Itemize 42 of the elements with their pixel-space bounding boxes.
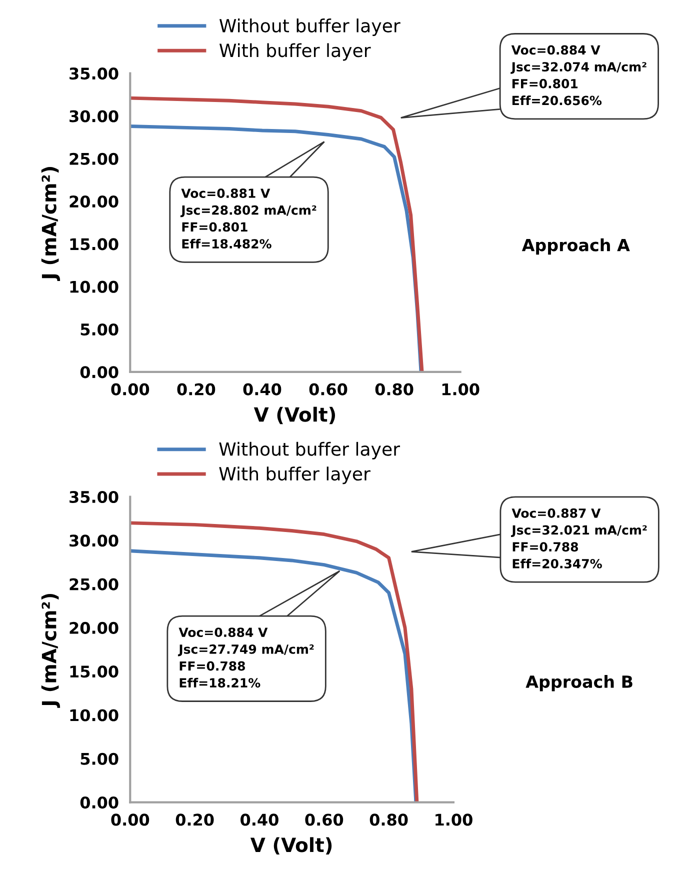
y-tick-label: 15.00 — [70, 666, 118, 678]
y-tick-label: 35.00 — [70, 68, 118, 80]
x-tick-label: 0.40 — [243, 383, 282, 396]
annotation: Voc=0.884 V Jsc=27.749 mA/cm² FF=0.788 Eff=18.21% — [178, 628, 314, 688]
y-tick-label: 20.00 — [70, 196, 118, 208]
y-tick-label: 10.00 — [70, 709, 118, 722]
y-tick-label: 5.00 — [80, 752, 118, 765]
y-tick-label: 5.00 — [80, 323, 118, 336]
x-tick-label: 0.60 — [309, 383, 348, 396]
x-tick-label: 0.60 — [305, 814, 344, 826]
text: Approach B — [526, 675, 632, 692]
x-tick-label: 1.00 — [436, 814, 472, 826]
y-tick-label: 30.00 — [70, 534, 118, 547]
x-tick-label: 0.20 — [177, 383, 216, 396]
legend-label: Without buffer layer — [219, 18, 400, 36]
legend-label: With buffer layer — [219, 466, 370, 484]
x-tick-label: 0.00 — [111, 814, 150, 826]
y-tick-label: 0.00 — [80, 796, 118, 809]
legend-label: With buffer layer — [219, 43, 371, 61]
x-tick-label: 0.00 — [111, 383, 150, 396]
x-tick-label: 0.40 — [240, 814, 278, 826]
y-tick-label: 0.00 — [80, 366, 118, 378]
text: Approach A — [522, 238, 630, 255]
text: Voc=0.884 V Jsc=32.074 mA/cm² FF=0.801 Eff=20.656% — [510, 45, 646, 106]
y-tick-label: 10.00 — [70, 280, 118, 293]
legend-label: Without buffer layer — [219, 442, 400, 460]
y-axis-title: J (mA/cm²) — [41, 594, 60, 708]
y-axis-title: J (mA/cm²) — [41, 167, 60, 281]
x-tick-label: 0.20 — [176, 814, 214, 826]
text: Voc=0.887 V Jsc=32.021 mA/cm² FF=0.788 Eff=20.347% — [510, 508, 647, 568]
x-tick-label: 0.80 — [375, 383, 414, 396]
y-tick-label: 30.00 — [70, 110, 118, 122]
annotation: Voc=0.881 V Jsc=28.802 mA/cm² FF=0.801 Eff=18.482% — [180, 188, 316, 249]
y-tick-label: 25.00 — [70, 152, 118, 165]
y-tick-label: 20.00 — [70, 622, 118, 634]
y-tick-label: 35.00 — [70, 490, 118, 504]
x-axis-title: V (Volt) — [254, 406, 336, 424]
y-tick-label: 25.00 — [70, 578, 118, 590]
y-tick-label: 15.00 — [70, 238, 118, 250]
x-tick-label: 1.00 — [442, 383, 480, 396]
x-tick-label: 0.80 — [370, 814, 408, 826]
x-axis-title: V (Volt) — [250, 837, 332, 855]
